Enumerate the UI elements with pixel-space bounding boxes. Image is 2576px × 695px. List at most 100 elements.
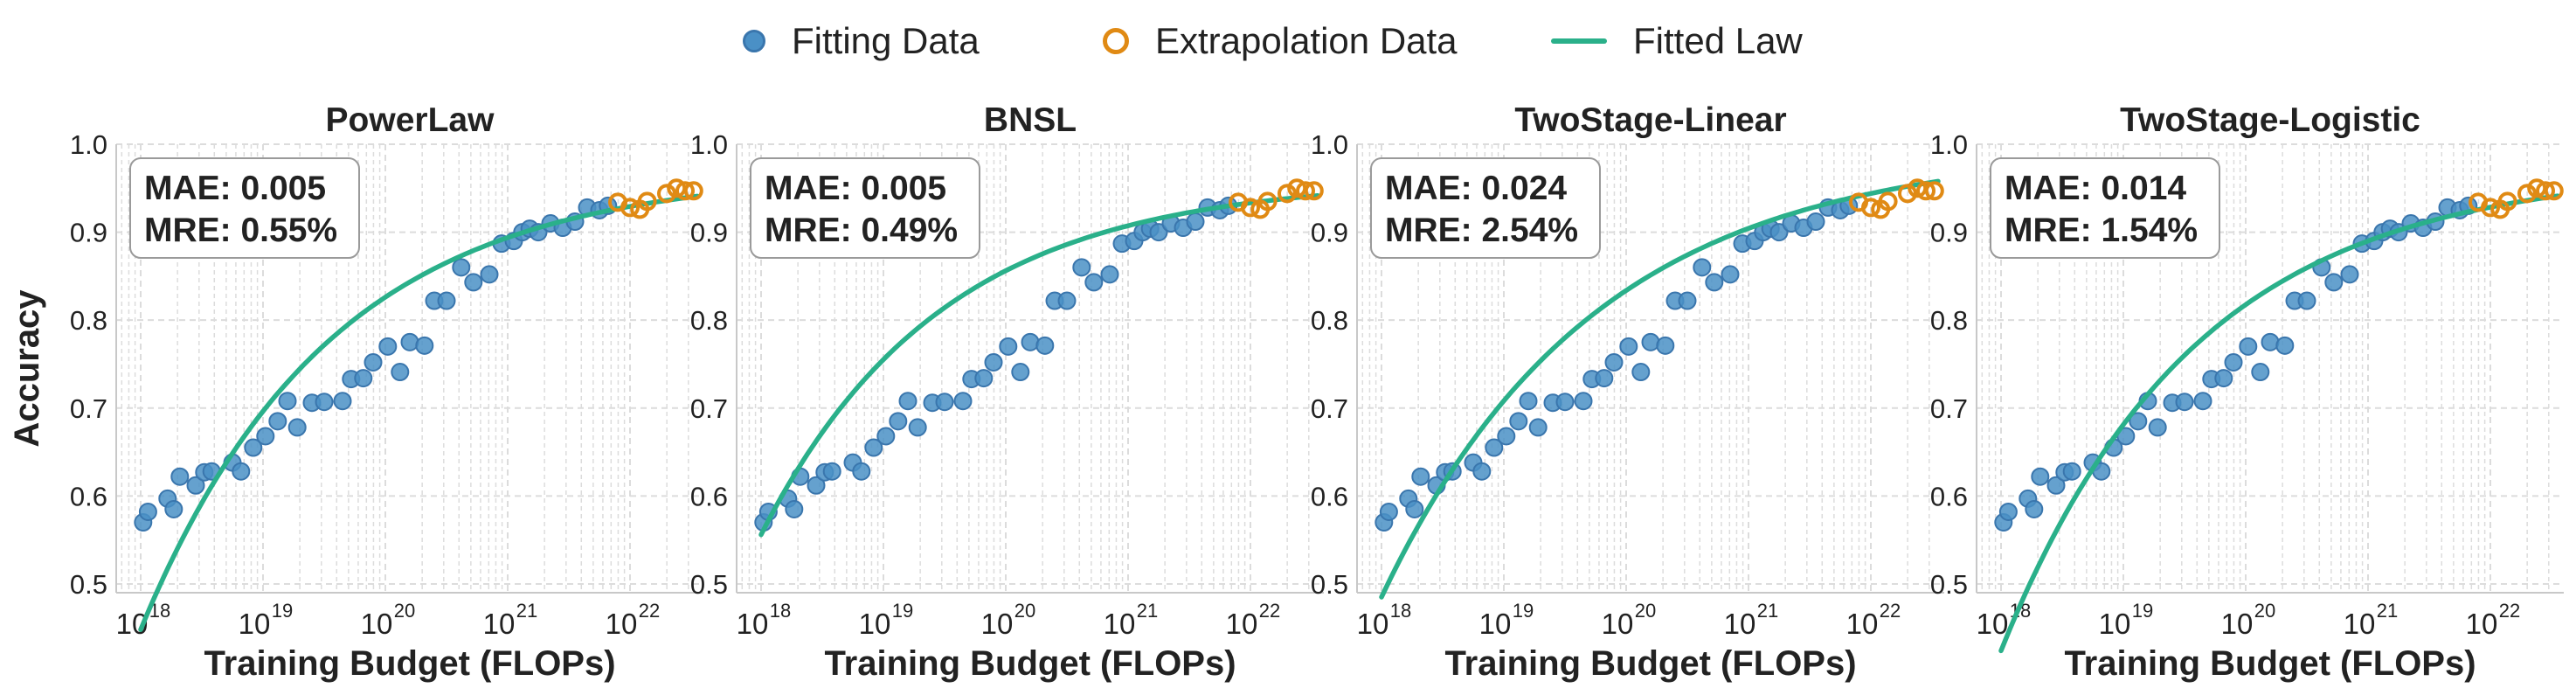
fitting-point xyxy=(268,412,287,431)
chart-panel-4: 0.50.60.70.80.91.010 18 10 19 10 20 10 21 10 22Tw… xyxy=(1930,101,2564,683)
metrics-box xyxy=(1990,157,2220,259)
fitting-point xyxy=(170,467,190,486)
fitting-point xyxy=(1998,502,2018,521)
fitting-point xyxy=(244,438,263,457)
fitting-point xyxy=(391,363,410,382)
fitting-point xyxy=(876,427,896,446)
fitting-point xyxy=(953,392,973,411)
x-tick-exponent: 20 xyxy=(1014,600,1035,622)
fitted-law-curve xyxy=(1379,178,1941,600)
x-tick-label: 10 xyxy=(737,608,769,640)
legend-fitting: Fitting Data xyxy=(743,10,980,72)
fitting-point xyxy=(2324,273,2344,292)
legend-fitting-label: Fitting Data xyxy=(792,20,980,61)
x-tick-exponent: 21 xyxy=(2377,600,2398,622)
extrapolation-point xyxy=(1287,178,1307,198)
fitting-point xyxy=(1769,223,1789,242)
fitting-point xyxy=(984,352,1003,372)
x-tick-exponent: 22 xyxy=(2499,600,2520,622)
fitting-point xyxy=(999,337,1018,356)
extrapolation-point xyxy=(2497,191,2517,212)
y-tick-label: 0.7 xyxy=(70,393,107,424)
metrics-box xyxy=(1370,157,1601,259)
extrapolation-point xyxy=(620,198,640,218)
x-tick-label: 10 xyxy=(2344,608,2376,640)
extrapolation-point xyxy=(1861,198,1880,218)
fitting-point xyxy=(1411,467,1430,486)
fitting-point xyxy=(1057,291,1077,310)
fitting-point xyxy=(278,392,297,411)
fitting-point xyxy=(1405,499,1424,518)
x-tick-label: 10 xyxy=(1977,608,2009,640)
fitting-point xyxy=(287,418,307,437)
fitting-point xyxy=(1497,427,1516,446)
y-tick-label: 0.7 xyxy=(690,393,728,424)
fitting-point xyxy=(437,291,456,310)
fitting-point xyxy=(480,265,499,284)
fitting-point xyxy=(1705,273,1724,292)
extrapolation-point xyxy=(1241,198,1260,218)
extrapolation-point xyxy=(1908,178,1928,198)
fitting-point xyxy=(464,273,483,292)
metrics-box xyxy=(129,157,360,259)
extrapolation-point xyxy=(1304,181,1324,201)
fitting-point xyxy=(822,462,841,481)
extrapolation-point xyxy=(1296,181,1315,201)
fitting-point xyxy=(2297,291,2316,310)
y-tick-label: 0.9 xyxy=(1311,218,1348,248)
x-tick-label: 10 xyxy=(1479,608,1512,640)
fitting-point xyxy=(1595,369,1614,388)
y-tick-label: 0.7 xyxy=(1930,393,1968,424)
x-axis-label: Training Budget (FLOPs) xyxy=(204,644,615,683)
fitting-point xyxy=(1100,265,1119,284)
y-tick-label: 0.9 xyxy=(1930,218,1968,248)
y-tick-label: 0.6 xyxy=(70,481,107,511)
extrapolation-point xyxy=(2481,198,2500,218)
metric-label: MAE: 0.005 xyxy=(144,170,326,207)
fitting-point xyxy=(1519,392,1538,411)
extrapolation-point xyxy=(675,181,695,201)
chart-title: PowerLaw xyxy=(326,101,495,139)
fitting-point xyxy=(935,393,954,412)
extrapolation-point xyxy=(2527,178,2547,198)
y-tick-label: 0.8 xyxy=(1311,305,1348,336)
extrapolation-point xyxy=(683,181,703,201)
y-tick-label: 0.8 xyxy=(70,305,107,336)
fitting-point xyxy=(186,476,205,495)
fitting-point xyxy=(1604,352,1624,372)
x-tick-label: 10 xyxy=(1846,608,1879,640)
x-tick-label: 10 xyxy=(859,608,891,640)
x-tick-label: 10 xyxy=(483,608,516,640)
fitting-point xyxy=(1528,418,1548,437)
fitting-point xyxy=(315,393,334,412)
y-tick-label: 1.0 xyxy=(1311,129,1348,160)
fitting-point xyxy=(898,392,918,411)
extrapolation-point xyxy=(1257,191,1278,212)
chart-title: BNSL xyxy=(984,101,1077,139)
fitting-point xyxy=(364,352,383,372)
x-tick-exponent: 21 xyxy=(1137,600,1158,622)
fitting-point xyxy=(232,462,251,481)
y-tick-label: 0.5 xyxy=(690,569,728,600)
fitting-point xyxy=(138,502,157,521)
y-tick-label: 0.8 xyxy=(690,305,728,336)
fitting-point xyxy=(1485,438,1504,457)
fitting-point xyxy=(1721,265,1740,284)
chart-panel-3: 0.50.60.70.80.91.010 18 10 19 10 20 10 21 10 22Tw… xyxy=(1311,101,1944,683)
extrapolation-point xyxy=(1916,181,1935,201)
metrics-box xyxy=(750,157,980,259)
extrapolation-point xyxy=(657,184,676,204)
fitting-point xyxy=(1555,393,1575,412)
fitting-point xyxy=(1631,363,1651,382)
y-tick-label: 1.0 xyxy=(1930,129,1968,160)
fitted-law-curve xyxy=(1998,193,2560,654)
fitting-point xyxy=(1574,392,1593,411)
fitting-point xyxy=(378,337,398,356)
fitting-point xyxy=(2214,369,2233,388)
extrapolation-point xyxy=(637,191,657,212)
x-tick-label: 10 xyxy=(1104,608,1136,640)
metric-label: MRE: 2.54% xyxy=(1385,212,1578,249)
fitted-law-curve xyxy=(758,192,1320,538)
extrapolation-point xyxy=(2536,181,2555,201)
x-axis-label: Training Budget (FLOPs) xyxy=(1444,644,1856,683)
